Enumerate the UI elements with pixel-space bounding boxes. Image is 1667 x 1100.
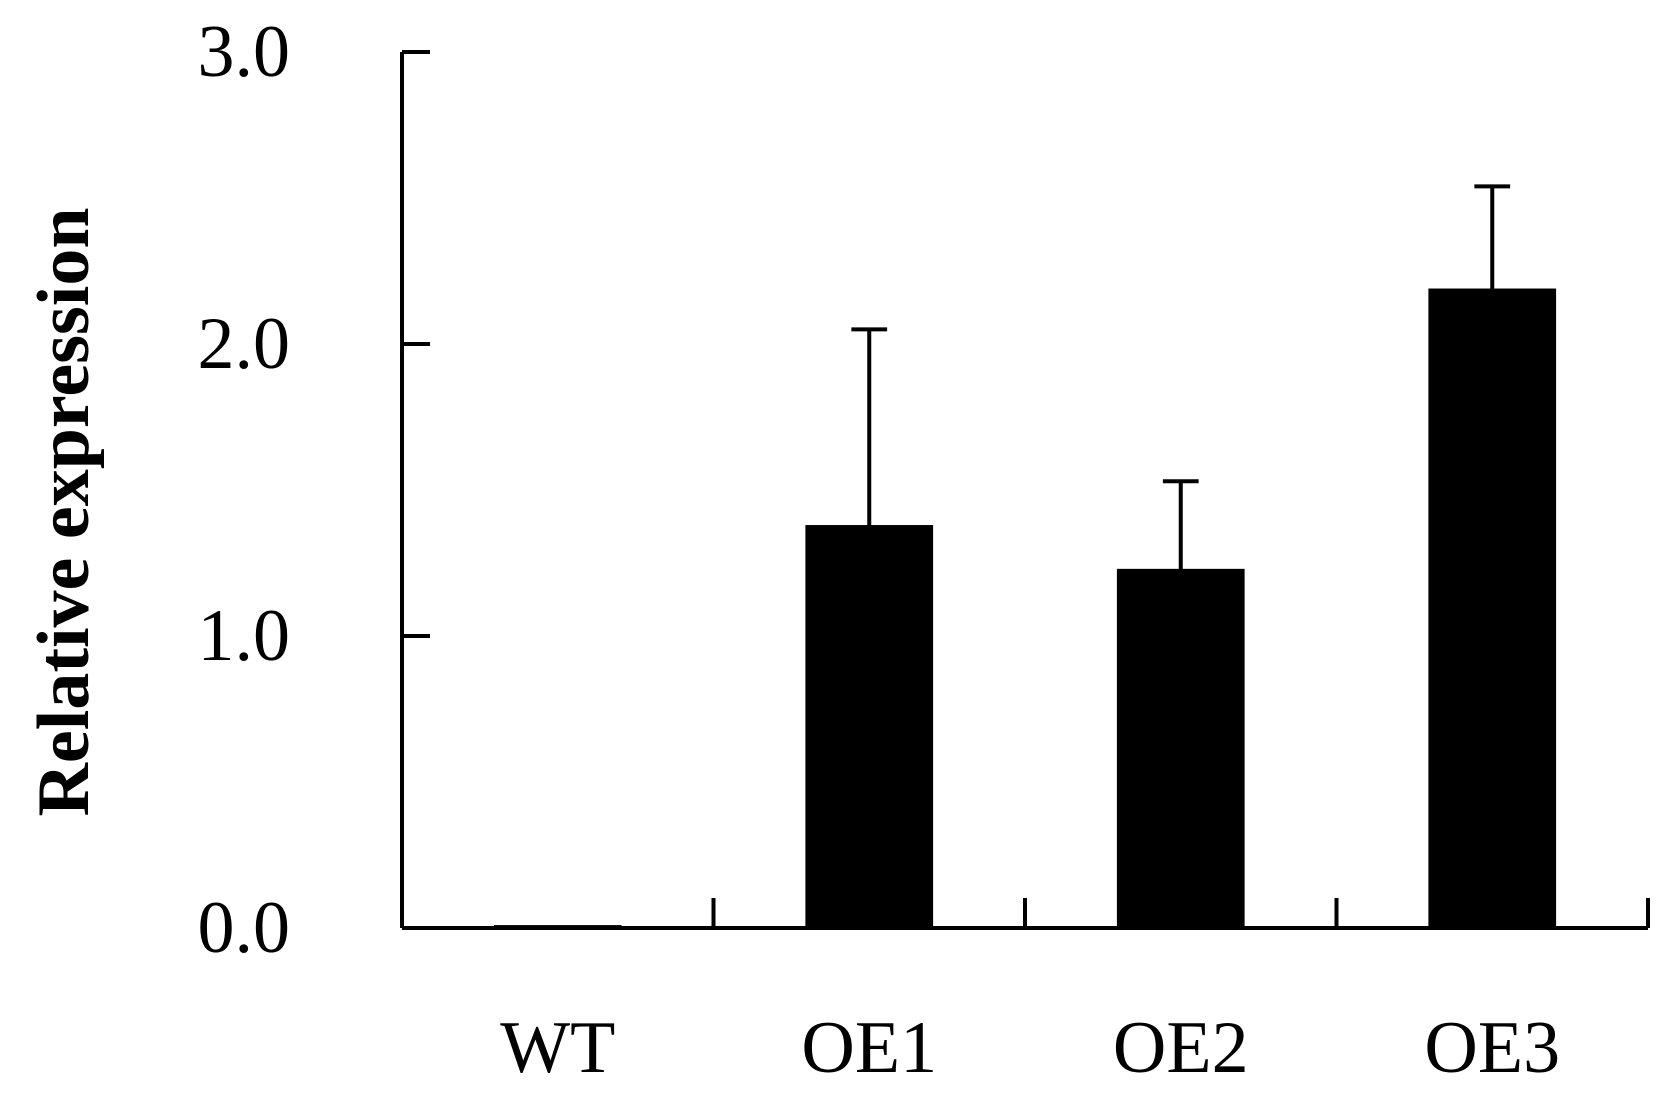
bar-wt	[493, 925, 622, 928]
error-bars	[851, 184, 1511, 723]
y-tick-label: 0.0	[198, 887, 291, 969]
y-axis-title: Relative expression	[23, 207, 105, 816]
x-tick-label-oe1: OE1	[801, 1007, 937, 1089]
bar-oe3	[1428, 288, 1557, 928]
bars	[493, 288, 1557, 928]
y-axis: 0.0 1.0 2.0 3.0	[198, 11, 430, 969]
y-tick-label: 3.0	[198, 11, 291, 93]
x-tick-label-oe3: OE3	[1424, 1007, 1560, 1089]
x-tick-label-wt: WT	[500, 1007, 615, 1089]
y-tick-label: 2.0	[198, 303, 291, 385]
y-tick-label: 1.0	[198, 595, 291, 677]
x-tick-label-oe2: OE2	[1113, 1007, 1249, 1089]
